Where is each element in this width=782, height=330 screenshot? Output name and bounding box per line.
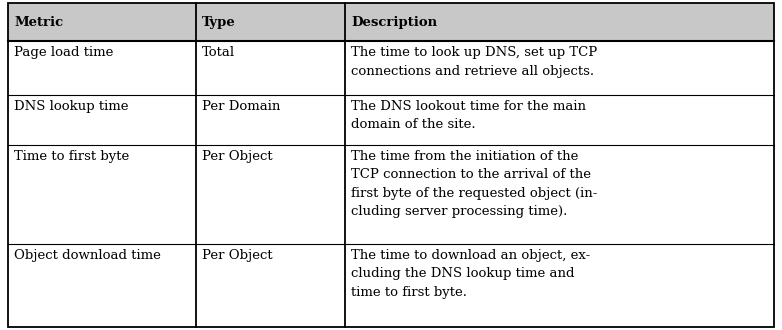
- Text: Per Object: Per Object: [202, 248, 272, 262]
- Text: The time from the initiation of the
TCP connection to the arrival of the
first b: The time from the initiation of the TCP …: [351, 150, 597, 218]
- Text: Description: Description: [351, 16, 437, 29]
- Bar: [8, 3, 774, 42]
- Text: Type: Type: [202, 16, 235, 29]
- Text: The time to look up DNS, set up TCP
connections and retrieve all objects.: The time to look up DNS, set up TCP conn…: [351, 47, 597, 78]
- Text: Time to first byte: Time to first byte: [14, 150, 129, 163]
- Text: Per Object: Per Object: [202, 150, 272, 163]
- Text: Page load time: Page load time: [14, 47, 113, 59]
- Text: Metric: Metric: [14, 16, 63, 29]
- Text: The time to download an object, ex-
cluding the DNS lookup time and
time to firs: The time to download an object, ex- clud…: [351, 248, 590, 299]
- Text: Total: Total: [202, 47, 235, 59]
- Text: DNS lookup time: DNS lookup time: [14, 100, 128, 113]
- Text: The DNS lookout time for the main
domain of the site.: The DNS lookout time for the main domain…: [351, 100, 586, 131]
- Text: Object download time: Object download time: [14, 248, 161, 262]
- Text: Per Domain: Per Domain: [202, 100, 280, 113]
